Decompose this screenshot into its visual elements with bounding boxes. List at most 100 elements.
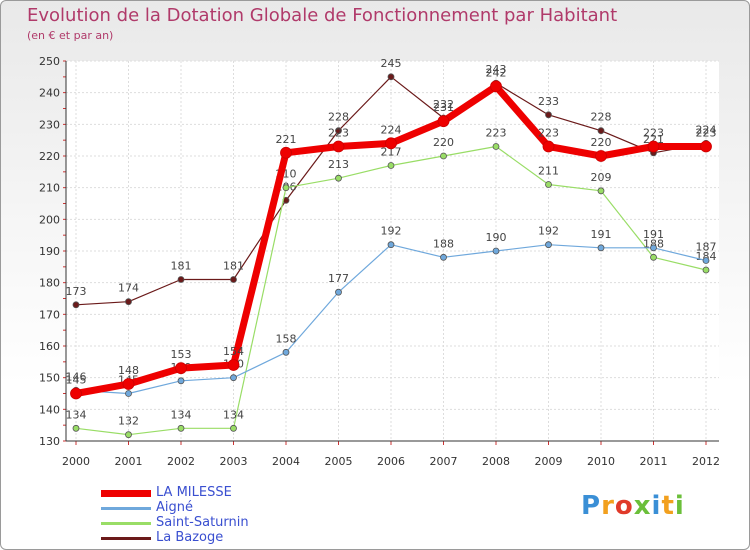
data-point-saint-saturnin [597, 187, 605, 195]
y-tick-label: 240 [39, 87, 60, 100]
x-tick-label: 2003 [220, 455, 248, 468]
data-label-saint-saturnin: 220 [433, 136, 454, 149]
y-tick-label: 230 [39, 118, 60, 131]
data-label-la-bazoge: 173 [66, 285, 87, 298]
data-point-saint-saturnin [702, 266, 710, 274]
data-label-saint-saturnin: 134 [223, 408, 244, 421]
data-label-la-bazoge: 221 [643, 133, 664, 146]
y-tick-label: 170 [39, 308, 60, 321]
chart-title: Evolution de la Dotation Globale de Fonc… [27, 5, 618, 26]
data-label-la-bazoge: 174 [118, 282, 139, 295]
data-point-la-milesse [542, 140, 555, 153]
data-label-la-bazoge: 181 [171, 260, 192, 273]
chart-subtitle: (en € et par an) [27, 29, 114, 42]
data-point-aign- [702, 257, 710, 264]
x-tick-label: 2000 [62, 455, 90, 468]
data-point-la-milesse [385, 137, 397, 150]
data-label-la-bazoge: 233 [538, 95, 559, 108]
legend-item-la-bazoge: La Bazoge [101, 530, 361, 546]
y-tick-label: 140 [39, 403, 60, 416]
legend-label-la-bazoge: La Bazoge [156, 530, 224, 545]
data-label-aign-: 177 [328, 272, 349, 285]
data-label-la-milesse: 148 [118, 364, 139, 377]
y-tick-label: 210 [39, 182, 60, 195]
data-label-saint-saturnin: 134 [66, 408, 87, 421]
data-point-la-bazoge [125, 298, 132, 306]
data-point-aign- [335, 288, 342, 296]
legend-label-aigne: Aigné [156, 500, 193, 515]
legend-swatch-saint-saturnin [101, 522, 151, 525]
data-point-saint-saturnin [125, 431, 132, 439]
data-point-saint-saturnin [335, 174, 342, 182]
data-point-saint-saturnin [230, 424, 237, 432]
data-label-aign-: 191 [591, 228, 612, 241]
y-tick-label: 150 [39, 372, 60, 385]
y-tick-label: 160 [39, 340, 60, 353]
y-tick-label: 190 [39, 245, 60, 258]
data-label-la-bazoge: 232 [433, 98, 454, 111]
x-tick-label: 2007 [430, 455, 458, 468]
data-point-la-bazoge [177, 276, 185, 283]
data-label-saint-saturnin: 211 [538, 165, 559, 178]
data-point-la-milesse [490, 80, 502, 93]
data-label-la-bazoge: 181 [223, 260, 244, 273]
x-tick-label: 2009 [535, 455, 563, 468]
data-label-saint-saturnin: 188 [643, 237, 664, 250]
logo-letter: i [674, 491, 685, 521]
y-tick-label: 200 [39, 213, 60, 226]
data-point-saint-saturnin [440, 152, 447, 160]
data-label-la-milesse: 220 [591, 136, 612, 149]
data-point-la-milesse [70, 387, 82, 400]
data-point-saint-saturnin [387, 162, 395, 169]
legend-swatch-la-milesse [101, 490, 151, 497]
data-point-la-milesse [175, 362, 187, 375]
data-label-saint-saturnin: 223 [486, 127, 507, 140]
data-label-aign-: 187 [696, 241, 717, 254]
data-point-aign- [177, 377, 185, 385]
x-tick-label: 2010 [587, 455, 615, 468]
data-point-saint-saturnin [492, 143, 500, 150]
data-label-la-milesse: 231 [433, 101, 454, 114]
data-label-la-bazoge: 228 [591, 111, 612, 124]
data-point-la-milesse [595, 150, 607, 162]
data-point-la-bazoge [597, 127, 605, 135]
data-point-saint-saturnin [177, 424, 185, 432]
data-label-la-milesse: 145 [66, 374, 87, 387]
data-label-saint-saturnin: 132 [118, 415, 139, 428]
data-point-aign- [650, 244, 657, 252]
data-label-la-bazoge: 243 [486, 63, 507, 76]
data-label-aign-: 191 [643, 228, 664, 241]
legend-swatch-la-bazoge [101, 537, 151, 540]
x-tick-label: 2012 [692, 455, 720, 468]
data-point-aign- [597, 244, 605, 252]
data-point-saint-saturnin [650, 253, 657, 261]
data-label-la-bazoge: 228 [328, 111, 349, 124]
data-point-la-milesse [280, 146, 292, 159]
data-label-saint-saturnin: 213 [328, 158, 349, 171]
data-label-la-milesse: 224 [381, 123, 402, 136]
data-label-la-milesse: 242 [486, 66, 507, 79]
y-tick-label: 130 [39, 435, 60, 448]
data-label-la-milesse: 154 [223, 345, 244, 358]
data-label-la-milesse: 223 [538, 127, 559, 140]
data-point-aign- [440, 253, 447, 261]
data-label-aign-: 192 [538, 225, 559, 238]
logo-letter: P [581, 491, 602, 521]
legend-label-la-milesse: LA MILESSE [156, 485, 232, 500]
data-point-la-bazoge [545, 111, 552, 119]
logo-letter: x [633, 491, 652, 521]
x-tick-label: 2008 [482, 455, 510, 468]
data-point-la-milesse [227, 359, 240, 371]
y-tick-label: 220 [39, 150, 60, 163]
data-point-saint-saturnin [545, 181, 552, 188]
data-point-la-milesse [332, 140, 345, 153]
data-point-saint-saturnin [72, 424, 80, 432]
data-point-saint-saturnin [282, 184, 290, 192]
data-point-aign- [230, 374, 237, 382]
data-point-la-bazoge [387, 73, 395, 81]
data-label-saint-saturnin: 217 [381, 146, 402, 159]
legend-swatch-aigne [101, 507, 151, 510]
legend: LA MILESSE Aigné Saint-Saturnin La Bazog… [101, 485, 361, 546]
legend-label-saint-saturnin: Saint-Saturnin [156, 515, 249, 530]
